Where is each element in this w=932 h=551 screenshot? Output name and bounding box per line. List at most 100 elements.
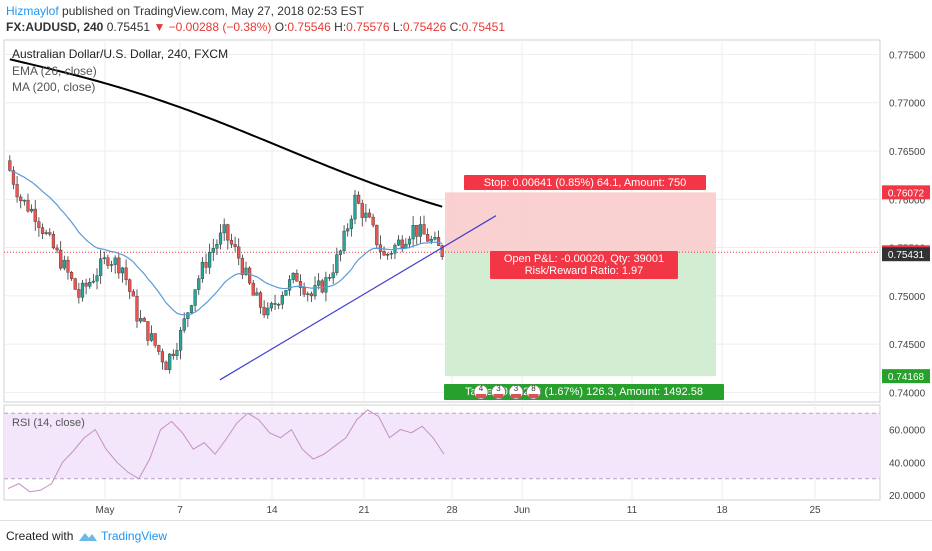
candle-body — [244, 267, 248, 275]
price-label-bg — [882, 185, 930, 200]
candle-body — [208, 252, 212, 268]
target-label-text: Target: 0.01283 (1.67%) 126.3, Amount: 1… — [465, 386, 703, 398]
candle-body — [440, 245, 444, 257]
candle-body — [197, 278, 201, 290]
x-tick-label: 18 — [716, 505, 728, 516]
publish-info: published on TradingView.com, May 27, 20… — [62, 4, 364, 18]
candle-body — [436, 237, 441, 246]
candle-body — [120, 267, 125, 274]
candle-body — [164, 361, 168, 370]
candle-body — [124, 267, 128, 280]
candle-body — [266, 307, 270, 316]
ema-legend: EMA (26, close) — [12, 64, 97, 78]
candle-body — [146, 321, 150, 341]
candle-body — [11, 170, 16, 185]
event-badge-count: 3 — [514, 384, 519, 393]
candle-body — [66, 259, 70, 273]
candle-body — [371, 216, 375, 226]
candle-body — [211, 248, 215, 253]
candle-body — [73, 278, 77, 290]
candle-body — [95, 275, 99, 282]
candle-body — [171, 353, 175, 356]
price-label: 0.76072 — [888, 188, 925, 199]
candle-body — [200, 262, 204, 279]
event-flag-icon — [511, 394, 521, 398]
tradingview-cloud-icon — [79, 533, 97, 541]
candle-body — [298, 281, 303, 289]
x-tick-label: 21 — [358, 505, 370, 516]
candle-body — [331, 272, 335, 279]
price-chart[interactable]: 0.740000.745000.750000.755000.760000.765… — [0, 0, 932, 520]
tradingview-link[interactable]: TradingView — [101, 529, 168, 543]
candle-body — [157, 345, 161, 352]
candle-body — [262, 307, 266, 316]
x-tick-label: 11 — [627, 505, 638, 516]
author-link[interactable]: Hizmaylof — [6, 4, 59, 18]
y-tick-label: 0.77000 — [889, 99, 926, 110]
candle-body — [422, 224, 426, 235]
candle-body — [237, 246, 241, 259]
y-tick-label: 0.75000 — [889, 292, 926, 303]
candle-body — [218, 232, 223, 245]
candle-body — [33, 208, 37, 222]
high-value: 0.75576 — [346, 20, 390, 34]
footer: Created with TradingView — [0, 520, 932, 551]
candle-body — [160, 351, 165, 363]
candles — [8, 155, 444, 374]
candle-body — [135, 295, 139, 322]
event-badge-count: 8 — [531, 384, 536, 393]
candle-body — [280, 295, 284, 305]
candle-body — [411, 225, 415, 240]
trendline — [219, 215, 497, 381]
candle-body — [48, 232, 52, 235]
candle-body — [215, 243, 219, 249]
indicator-lines — [9, 58, 497, 381]
candle-body — [99, 258, 103, 276]
low-label: L: — [392, 20, 403, 34]
candle-body — [19, 196, 23, 202]
created-with: Created with — [6, 529, 74, 543]
candle-body — [77, 289, 81, 298]
event-flag-icon — [476, 394, 486, 398]
low-value: 0.75426 — [402, 20, 447, 34]
change-value: ▼ −0.00288 (−0.38%) — [153, 20, 272, 34]
candle-body — [233, 243, 237, 248]
candle-body — [357, 194, 361, 204]
y-tick-label: 0.76000 — [889, 195, 926, 206]
candle-body — [226, 224, 230, 241]
candle-body — [284, 290, 288, 296]
price-pane-border — [3, 39, 881, 403]
price-label-bg — [882, 247, 930, 262]
candle-body — [418, 224, 422, 237]
candle-body — [149, 333, 154, 341]
open-pnl-label-bg — [490, 251, 678, 279]
event-badge-count: 4 — [479, 384, 484, 393]
candle-body — [309, 293, 313, 297]
candle-body — [433, 237, 437, 240]
candle-body — [320, 280, 324, 293]
stop-label-bg — [464, 175, 706, 190]
candle-body — [269, 303, 274, 309]
candle-body — [375, 224, 379, 245]
price-label: 0.75431 — [888, 250, 925, 261]
candle-body — [30, 208, 34, 212]
candle-body — [153, 333, 157, 346]
candle-body — [106, 257, 110, 266]
event-flag-icon — [528, 394, 539, 398]
candle-body — [80, 282, 85, 298]
candle-body — [51, 234, 56, 249]
candle-body — [240, 257, 244, 275]
publish-line: Hizmaylof published on TradingView.com, … — [6, 4, 364, 18]
candle-body — [277, 304, 281, 306]
candle-body — [15, 184, 19, 198]
candle-body — [128, 279, 132, 292]
candle-body — [109, 264, 114, 266]
x-tick-label: 14 — [266, 505, 278, 516]
close-value: 0.75451 — [461, 20, 506, 34]
candle-body — [91, 280, 95, 283]
open-pnl-label-text: Risk/Reward Ratio: 1.97 — [525, 265, 644, 277]
candle-body — [415, 225, 419, 237]
price-label-bg — [882, 369, 930, 384]
last-price: 0.75451 — [106, 20, 151, 34]
